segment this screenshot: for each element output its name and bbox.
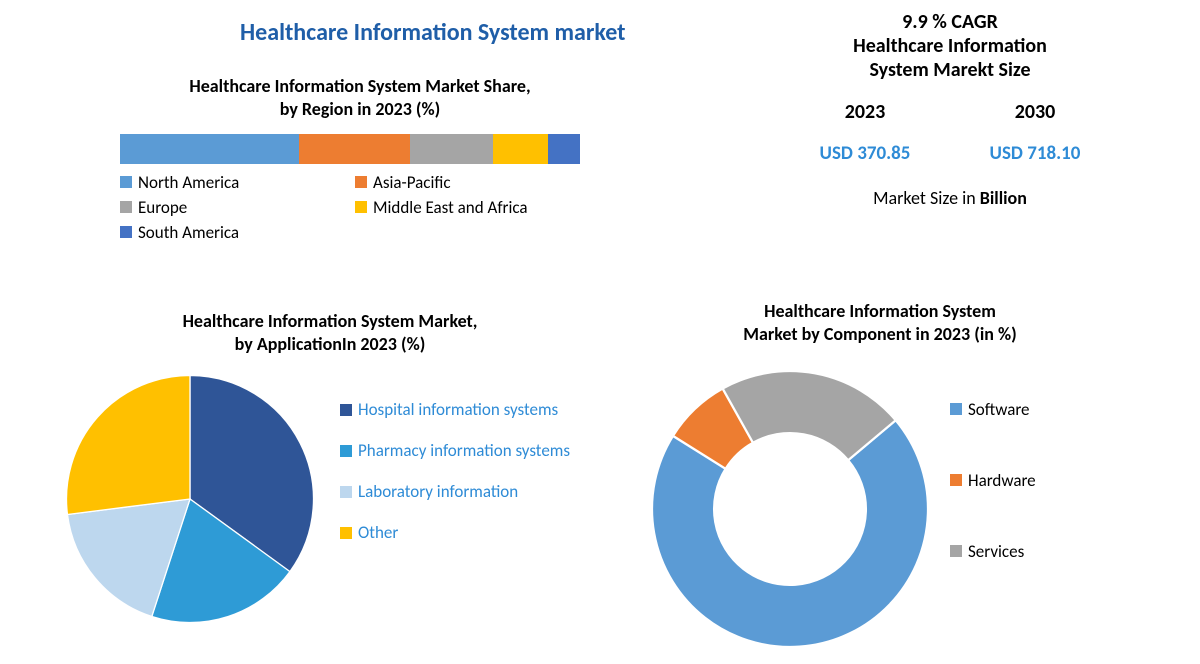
component-chart: Healthcare Information System Market by …	[640, 300, 1180, 659]
legend-item: Other	[340, 522, 570, 543]
cagr-year-2: 2030	[1015, 100, 1056, 124]
region-legend: North America Asia-Pacific Europe Middle Ea…	[120, 172, 600, 247]
legend-swatch	[950, 403, 962, 415]
cagr-unit: Market Size in Billion	[780, 187, 1120, 209]
cagr-rate: 9.9 % CAGR	[780, 10, 1120, 34]
legend-label: Middle East and Africa	[373, 197, 528, 218]
component-title: Healthcare Information System Market by …	[680, 300, 1080, 347]
legend-swatch	[950, 545, 962, 557]
legend-item: North America	[120, 172, 355, 193]
region-title-l1: Healthcare Information System Market Sha…	[189, 75, 530, 97]
region-title: Healthcare Information System Market Sha…	[110, 75, 610, 122]
application-chart: Healthcare Information System Market, by…	[60, 310, 660, 629]
legend-item: Pharmacy information systems	[340, 440, 570, 461]
legend-swatch	[340, 404, 352, 416]
application-pie	[60, 369, 320, 629]
component-legend: Software Hardware Services	[950, 399, 1036, 612]
legend-item: Services	[950, 541, 1036, 562]
legend-item: Software	[950, 399, 1036, 420]
legend-item: South America	[120, 222, 355, 243]
legend-label: South America	[138, 222, 239, 243]
legend-swatch	[355, 201, 367, 213]
cagr-value-1: USD 370.85	[820, 142, 911, 165]
stacked-bar	[120, 134, 580, 164]
legend-label: Europe	[138, 197, 187, 218]
legend-swatch	[120, 176, 132, 188]
cagr-year-1: 2023	[845, 100, 886, 124]
bar-segment	[548, 134, 580, 164]
cagr-subtitle-2: System Marekt Size	[780, 58, 1120, 82]
legend-swatch	[340, 527, 352, 539]
bar-segment	[120, 134, 299, 164]
cagr-value-2: USD 718.10	[990, 142, 1081, 165]
legend-label: Services	[968, 541, 1024, 562]
legend-swatch	[355, 176, 367, 188]
bar-segment	[493, 134, 548, 164]
cagr-unit-bold: Billion	[980, 187, 1027, 209]
region-chart: Healthcare Information System Market Sha…	[110, 75, 610, 247]
application-title-l1: Healthcare Information System Market,	[183, 310, 478, 332]
legend-label: Other	[358, 522, 398, 543]
pie-slice	[67, 375, 191, 514]
application-title-l2: by ApplicationIn 2023 (%)	[235, 333, 426, 355]
region-title-l2: by Region in 2023 (%)	[280, 98, 441, 120]
legend-item: Middle East and Africa	[355, 197, 590, 218]
legend-swatch	[120, 201, 132, 213]
component-donut	[640, 359, 940, 659]
cagr-values-row: USD 370.85 USD 718.10	[780, 142, 1120, 165]
legend-swatch	[340, 445, 352, 457]
legend-label: North America	[138, 172, 239, 193]
legend-item: Laboratory information	[340, 481, 570, 502]
legend-item: Hardware	[950, 470, 1036, 491]
application-title: Healthcare Information System Market, by…	[120, 310, 540, 357]
bar-segment	[299, 134, 409, 164]
cagr-panel: 9.9 % CAGR Healthcare Information System…	[780, 10, 1120, 209]
cagr-years-row: 2023 2030	[780, 100, 1120, 124]
bar-segment	[410, 134, 493, 164]
component-title-l1: Healthcare Information System	[764, 300, 996, 322]
legend-label: Hospital information systems	[358, 399, 558, 420]
legend-label: Software	[968, 399, 1030, 420]
application-legend: Hospital information systems Pharmacy inf…	[340, 399, 570, 563]
donut-slice	[652, 420, 928, 647]
cagr-unit-prefix: Market Size in	[873, 187, 980, 209]
legend-label: Pharmacy information systems	[358, 440, 570, 461]
component-title-l2: Market by Component in 2023 (in %)	[743, 323, 1016, 345]
main-title: Healthcare Information System market	[240, 18, 626, 47]
legend-swatch	[950, 474, 962, 486]
legend-swatch	[120, 226, 132, 238]
legend-label: Hardware	[968, 470, 1036, 491]
legend-swatch	[340, 486, 352, 498]
cagr-subtitle-1: Healthcare Information	[780, 34, 1120, 58]
legend-item: Hospital information systems	[340, 399, 570, 420]
legend-label: Laboratory information	[358, 481, 518, 502]
legend-item: Europe	[120, 197, 355, 218]
legend-item: Asia-Pacific	[355, 172, 590, 193]
legend-label: Asia-Pacific	[373, 172, 451, 193]
